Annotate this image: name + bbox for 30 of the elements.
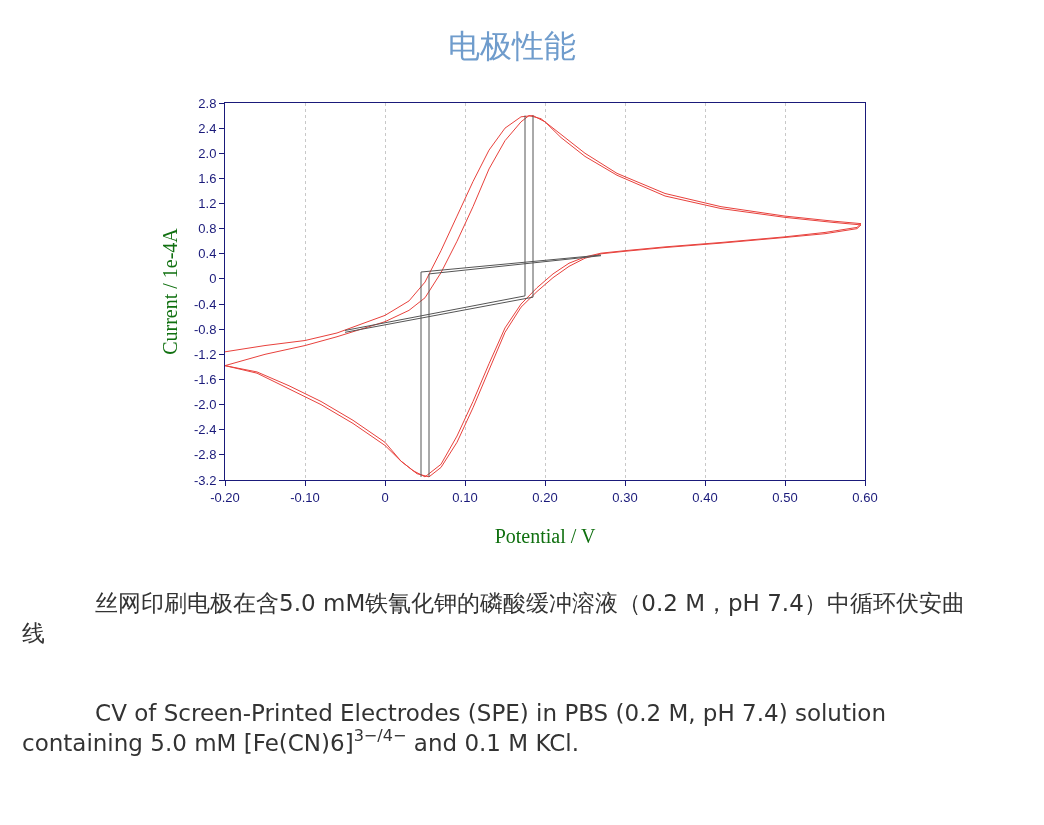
y-tick-label: 2.4 [198,120,217,136]
y-tick-label: 2.8 [198,95,217,111]
y-tick-label: -1.6 [193,372,217,388]
x-tick-label: 0.30 [612,489,638,505]
x-tick-label: -0.20 [210,489,240,505]
x-tick-label: -0.10 [290,489,320,505]
chart-title: 电极性能 [447,26,576,65]
y-tick-label: -2.4 [193,422,217,438]
y-tick-label: 1.2 [198,196,217,212]
text: 丝网印刷电极在含5.0 mM铁氰化钾的磷酸缓冲溶液（0.2 M，pH 7.4）中循环伏安曲线 [22,590,965,646]
y-tick-label: 0.4 [198,246,217,262]
y-tick-label: -2.8 [193,447,217,463]
x-tick-label: 0.40 [692,489,718,505]
x-tick-label: 0.50 [772,489,798,505]
text: CV of Screen-Printed Electrodes (SPE) in PBS (0.2 M, pH 7.4) solution containing 5.0 mM [Fe(CN)6]$^{3−/4−}$ and 0.1 M KCl. [22,700,887,756]
x-axis-title: Potential / V [494,525,596,548]
y-tick-label: 2.0 [198,145,217,161]
y-tick-label: 1.6 [198,170,217,186]
y-tick-label: -2.0 [193,397,217,413]
y-tick-label: 0.8 [198,221,217,237]
y-axis-title: Current / 1e-4A [159,227,182,355]
x-tick-label: 0 [381,489,389,505]
y-tick-label: -0.4 [193,296,217,312]
x-tick-label: 0.10 [452,489,478,505]
x-tick-label: 0.60 [852,489,878,505]
y-tick-label: -3.2 [193,472,217,488]
y-tick-label: -0.8 [193,321,217,337]
x-tick-label: 0.20 [532,489,558,505]
y-tick-label: 0 [209,271,217,287]
y-tick-label: -1.2 [193,346,217,362]
